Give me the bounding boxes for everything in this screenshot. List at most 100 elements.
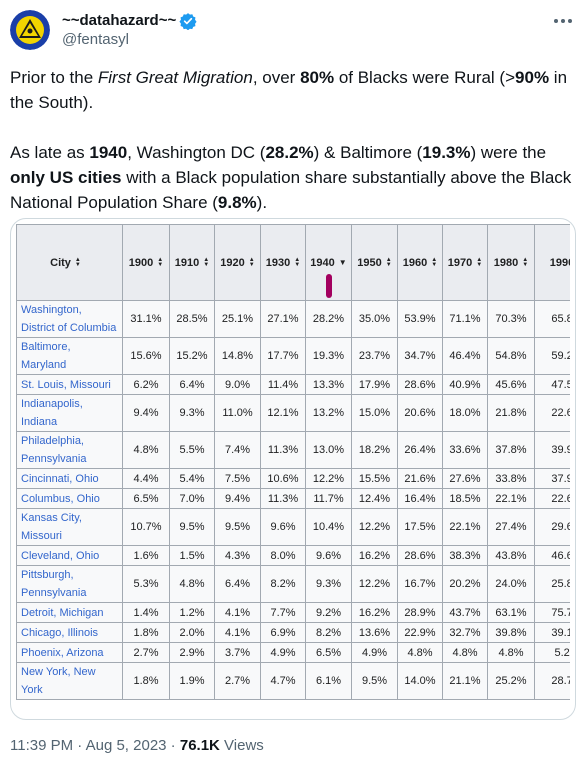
para2-segment: , Washington DC ( — [127, 143, 266, 162]
value-cell: 4.8% — [487, 642, 535, 663]
views-label: Views — [219, 737, 264, 754]
column-header-1930[interactable]: 1930 ▲ ▼ — [260, 224, 306, 301]
city-link[interactable]: New York, New York — [21, 666, 96, 696]
value-cell: 8.0% — [260, 545, 306, 566]
value-cell: 12.1% — [260, 394, 306, 432]
value-cell: 16.2% — [351, 545, 398, 566]
display-name[interactable]: ~~datahazard~~ — [62, 12, 177, 29]
value-cell: 4.7% — [260, 662, 306, 700]
column-header-1970[interactable]: 1970 ▲ ▼ — [442, 224, 488, 301]
column-header-1980[interactable]: 1980 ▲ ▼ — [487, 224, 535, 301]
value-cell: 28.6% — [397, 374, 443, 395]
value-cell: 7.0% — [169, 488, 215, 509]
table-row: Philadelphia, Pennsylvania 4.8% 5.5% 7.4% 11… — [16, 431, 570, 469]
value-cell: 15.6% — [122, 337, 170, 375]
value-cell: 2.7% — [214, 662, 261, 700]
city-link[interactable]: Cleveland, Ohio — [21, 549, 100, 562]
column-header-city[interactable]: City ▲ ▼ — [16, 224, 123, 301]
value-cell: 4.8% — [122, 431, 170, 469]
tweet-footer: 11:39 PM · Aug 5, 2023 · 76.1K Views — [10, 736, 264, 756]
tweet-time[interactable]: 11:39 PM — [10, 737, 74, 754]
city-cell: Cleveland, Ohio — [16, 545, 123, 566]
value-cell: 32.7% — [442, 622, 488, 643]
tweet-date[interactable]: Aug 5, 2023 — [85, 737, 167, 754]
value-cell: 20.6% — [397, 394, 443, 432]
avatar[interactable] — [10, 10, 50, 50]
column-header-1920[interactable]: 1920 ▲ ▼ — [214, 224, 261, 301]
city-cell: Columbus, Ohio — [16, 488, 123, 509]
city-link[interactable]: Kansas City, Missouri — [21, 512, 82, 542]
verified-badge-icon — [179, 12, 197, 30]
value-cell: 4.8% — [397, 642, 443, 663]
tweet-text: Prior to the First Great Migration, over… — [10, 65, 576, 215]
city-link[interactable]: Cincinnati, Ohio — [21, 472, 99, 485]
city-link[interactable]: Washington, District of Columbia — [21, 304, 117, 334]
table-header-row: City ▲ ▼ 1900 ▲ ▼ 1910 ▲ ▼ 1920 ▲ ▼ 1930 ▲ ▼ 1940 ▼ 1950 ▲… — [16, 224, 570, 301]
value-cell: 6.5% — [305, 642, 352, 663]
city-link[interactable]: Philadelphia, Pennsylvania — [21, 435, 87, 465]
column-header-1940[interactable]: 1940 ▼ — [305, 224, 352, 301]
city-link[interactable]: St. Louis, Missouri — [21, 378, 111, 391]
value-cell: 4.1% — [214, 622, 261, 643]
city-link[interactable]: Chicago, Illinois — [21, 626, 99, 639]
sort-arrows-icon[interactable]: ▲ ▼ — [522, 256, 529, 268]
value-cell: 6.4% — [169, 374, 215, 395]
value-cell: 39.8% — [487, 622, 535, 643]
value-cell: 11.4% — [260, 374, 306, 395]
sort-arrows-icon[interactable]: ▲ ▼ — [74, 256, 81, 268]
sort-arrows-icon[interactable]: ▲ ▼ — [157, 256, 164, 268]
value-cell: 5.2% — [534, 642, 570, 663]
column-header-label: City — [50, 256, 71, 269]
city-link[interactable]: Indianapolis, Indiana — [21, 398, 83, 428]
sort-arrows-icon[interactable]: ▲ ▼ — [248, 256, 255, 268]
value-cell: 5.3% — [122, 565, 170, 603]
value-cell: 54.8% — [487, 337, 535, 375]
city-cell: Cincinnati, Ohio — [16, 468, 123, 489]
value-cell: 21.1% — [442, 662, 488, 700]
value-cell: 13.6% — [351, 622, 398, 643]
more-dots-icon[interactable] — [552, 10, 574, 32]
table-image[interactable]: City ▲ ▼ 1900 ▲ ▼ 1910 ▲ ▼ 1920 ▲ ▼ 1930 ▲ ▼ 1940 ▼ 1950 ▲… — [10, 218, 576, 720]
value-cell: 37.8% — [487, 431, 535, 469]
user-handle[interactable]: @fentasyl — [62, 31, 129, 48]
sort-desc-icon[interactable]: ▼ — [338, 258, 347, 267]
value-cell: 45.6% — [487, 374, 535, 395]
sort-arrows-icon[interactable]: ▲ ▼ — [294, 256, 301, 268]
para2-segment: 28.2% — [265, 143, 314, 162]
value-cell: 6.2% — [122, 374, 170, 395]
city-cell: New York, New York — [16, 662, 123, 700]
value-cell: 10.4% — [305, 508, 352, 546]
sort-arrows-icon[interactable]: ▲ ▼ — [385, 256, 392, 268]
column-header-1910[interactable]: 1910 ▲ ▼ — [169, 224, 215, 301]
value-cell: 8.2% — [305, 622, 352, 643]
column-header-1900[interactable]: 1900 ▲ ▼ — [122, 224, 170, 301]
value-cell: 27.4% — [487, 508, 535, 546]
city-link[interactable]: Baltimore, Maryland — [21, 341, 71, 371]
table-row: New York, New York 1.8% 1.9% 2.7% 4.7% 6.1% 9.… — [16, 662, 570, 700]
value-cell: 40.9% — [442, 374, 488, 395]
value-cell: 1.4% — [122, 602, 170, 623]
column-header-1990[interactable]: 1990▲▼ — [534, 224, 570, 301]
value-cell: 4.8% — [442, 642, 488, 663]
table-row: Kansas City, Missouri 10.7% 9.5% 9.5% 9.6% 10… — [16, 508, 570, 546]
city-link[interactable]: Phoenix, Arizona — [21, 646, 104, 659]
sort-arrows-icon[interactable]: ▲ ▼ — [431, 256, 438, 268]
value-cell: 39.1% — [534, 622, 570, 643]
city-link[interactable]: Columbus, Ohio — [21, 492, 100, 505]
city-link[interactable]: Pittsburgh, Pennsylvania — [21, 569, 87, 599]
sort-arrows-icon[interactable]: ▲ ▼ — [476, 256, 483, 268]
city-link[interactable]: Detroit, Michigan — [21, 606, 104, 619]
value-cell: 18.5% — [442, 488, 488, 509]
column-header-label: 1920 — [220, 256, 245, 269]
value-cell: 46.4% — [442, 337, 488, 375]
value-cell: 35.0% — [351, 300, 398, 338]
column-header-1950[interactable]: 1950 ▲ ▼ — [351, 224, 398, 301]
value-cell: 4.1% — [214, 602, 261, 623]
value-cell: 16.7% — [397, 565, 443, 603]
para1-segment: , over — [252, 68, 301, 87]
column-header-1960[interactable]: 1960 ▲ ▼ — [397, 224, 443, 301]
sort-arrows-icon[interactable]: ▲ ▼ — [203, 256, 210, 268]
value-cell: 15.0% — [351, 394, 398, 432]
value-cell: 21.8% — [487, 394, 535, 432]
value-cell: 3.7% — [214, 642, 261, 663]
